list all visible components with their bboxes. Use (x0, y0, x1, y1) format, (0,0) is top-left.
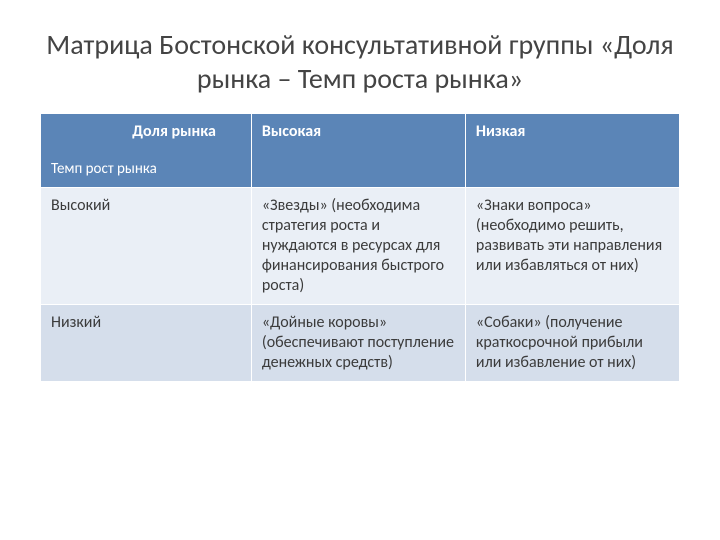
table-row: Низкий «Дойные коровы» (обеспечивают пос… (41, 304, 680, 381)
header-corner-bottom: Темп рост рынка (51, 160, 241, 179)
cell-low: «Знаки вопроса» (необходимо решить, разв… (465, 187, 679, 304)
header-col-low: Низкая (465, 114, 679, 188)
header-corner-cell: Доля рынка Темп рост рынка (41, 114, 252, 188)
cell-high: «Звезды» (необходима стратегия роста и н… (251, 187, 465, 304)
header-col-high: Высокая (251, 114, 465, 188)
row-label: Высокий (41, 187, 252, 304)
header-corner-top: Доля рынка (51, 122, 241, 142)
cell-high: «Дойные коровы» (обеспечивают поступлени… (251, 304, 465, 381)
bcg-matrix-table: Доля рынка Темп рост рынка Высокая Низка… (40, 113, 680, 382)
slide-title: Матрица Бостонской консультативной групп… (40, 28, 680, 95)
slide: Матрица Бостонской консультативной групп… (0, 0, 720, 540)
table-header-row: Доля рынка Темп рост рынка Высокая Низка… (41, 114, 680, 188)
row-label: Низкий (41, 304, 252, 381)
cell-low: «Собаки» (получение краткосрочной прибыл… (465, 304, 679, 381)
table-row: Высокий «Звезды» (необходима стратегия р… (41, 187, 680, 304)
